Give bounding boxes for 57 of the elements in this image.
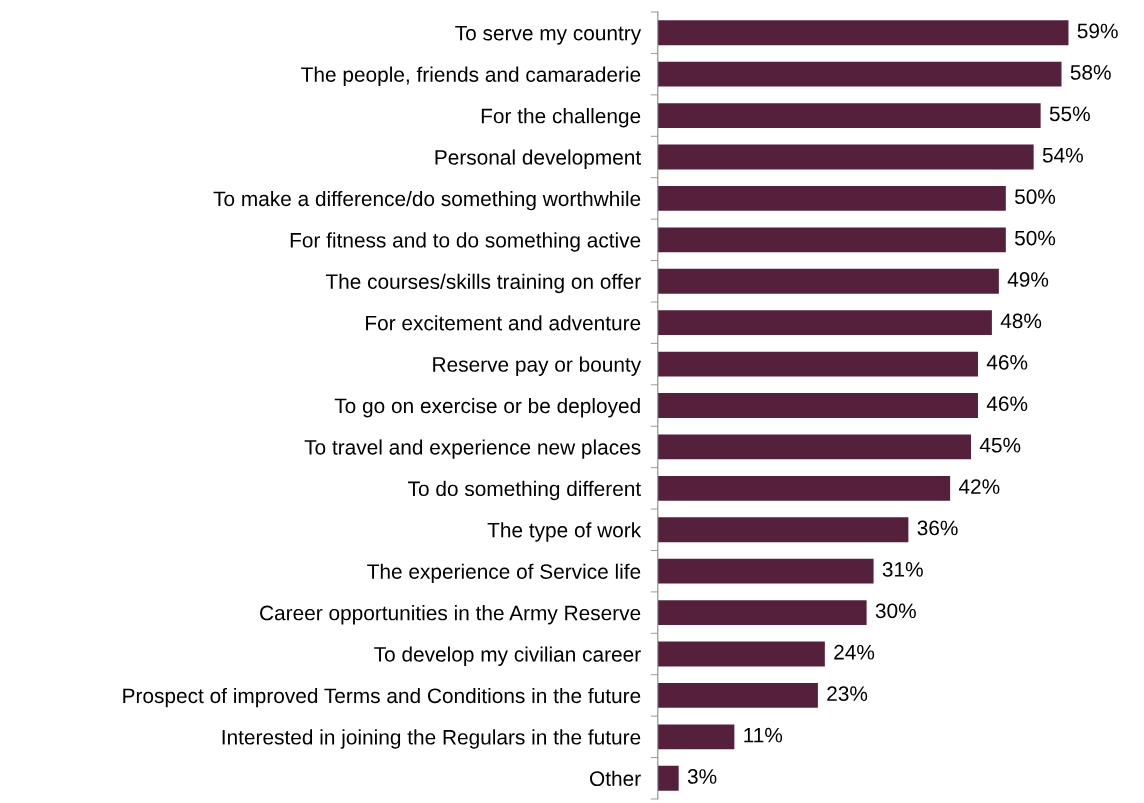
data-label: 36% bbox=[917, 520, 958, 536]
bar bbox=[657, 683, 818, 708]
y-tick-label: To go on exercise or be deployed bbox=[334, 397, 640, 418]
y-tick-label: Interested in joining the Regulars in the future bbox=[222, 729, 641, 749]
data-label: 46% bbox=[986, 354, 1028, 370]
data-label: 45% bbox=[979, 437, 1021, 453]
bar bbox=[657, 641, 825, 667]
bar bbox=[657, 517, 909, 543]
bar bbox=[657, 558, 874, 584]
bar bbox=[657, 434, 972, 460]
y-tick-label: The people, friends and camaraderie bbox=[301, 66, 641, 87]
data-label: 59% bbox=[1077, 23, 1118, 39]
y-tick-label: To make a difference/do something worthwhile bbox=[213, 190, 641, 211]
y-tick-label: The experience of Service life bbox=[367, 563, 641, 584]
bar bbox=[657, 393, 978, 418]
y-tick-label: Personal development bbox=[435, 149, 641, 169]
bar bbox=[657, 310, 992, 336]
y-tick-label: For excitement and adventure bbox=[366, 315, 641, 331]
y-tick-label: To develop my civilian career bbox=[374, 646, 641, 666]
bar bbox=[657, 765, 679, 791]
bar bbox=[657, 20, 1069, 46]
data-label: 30% bbox=[875, 603, 916, 619]
bar bbox=[657, 227, 1006, 253]
data-label: 11% bbox=[744, 727, 783, 743]
data-label: 24% bbox=[834, 644, 875, 660]
bar bbox=[657, 351, 978, 377]
bar bbox=[657, 268, 999, 294]
data-label: 48% bbox=[1000, 313, 1042, 329]
y-tick-label: To travel and experience new places bbox=[304, 439, 641, 459]
data-label: 54% bbox=[1042, 147, 1083, 163]
data-label: 31% bbox=[882, 562, 923, 577]
y-tick-label: The courses/skills training on offer bbox=[325, 273, 641, 294]
bar bbox=[657, 144, 1034, 170]
y-tick-label: For fitness and to do something active bbox=[290, 232, 641, 252]
data-label: 42% bbox=[958, 479, 1000, 494]
bar bbox=[657, 103, 1041, 129]
data-label: 50% bbox=[1014, 230, 1056, 246]
data-label: 3% bbox=[687, 769, 717, 784]
bar bbox=[657, 61, 1062, 87]
y-tick-label: For the challenge bbox=[481, 108, 641, 128]
y-tick-label: Prospect of improved Terms and Conditions in the future bbox=[123, 687, 641, 708]
y-tick-label: To serve my country bbox=[455, 25, 642, 45]
data-label: 23% bbox=[827, 686, 868, 702]
y-tick-label: To do something different bbox=[408, 480, 641, 501]
data-label: 55% bbox=[1049, 106, 1090, 122]
y-tick-label: The type of work bbox=[487, 522, 642, 542]
y-tick-label: Other bbox=[590, 770, 641, 787]
bar bbox=[657, 186, 1006, 211]
bar bbox=[657, 600, 867, 626]
bar bbox=[657, 724, 735, 750]
y-tick-label: Career opportunities in the Army Reserve bbox=[260, 605, 641, 625]
data-label: 58% bbox=[1070, 65, 1111, 80]
data-label: 46% bbox=[986, 396, 1028, 412]
data-label: 49% bbox=[1007, 272, 1049, 287]
bar bbox=[657, 475, 951, 501]
data-label: 50% bbox=[1014, 189, 1056, 205]
y-tick-label: Reserve pay or bounty bbox=[433, 356, 642, 376]
